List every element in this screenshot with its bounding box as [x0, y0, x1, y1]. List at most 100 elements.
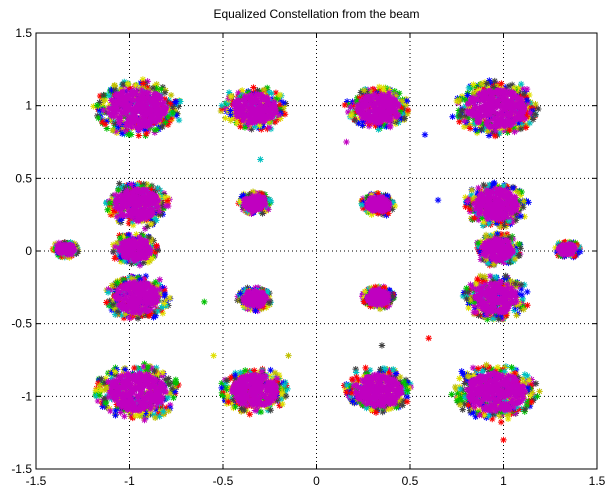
data-point [465, 304, 472, 312]
data-point [115, 186, 122, 194]
data-point [359, 401, 366, 409]
data-point [158, 304, 165, 311]
data-point [456, 383, 464, 391]
data-point [465, 84, 473, 92]
data-point [391, 202, 399, 210]
data-point [118, 90, 125, 98]
data-point [480, 219, 487, 226]
data-point [147, 220, 155, 228]
data-point [280, 99, 287, 106]
data-point [242, 403, 250, 411]
data-point [265, 206, 272, 213]
data-point [464, 288, 472, 295]
data-point [147, 411, 154, 418]
data-point [515, 84, 522, 92]
data-point [279, 107, 287, 115]
data-point [225, 398, 232, 406]
data-point [457, 385, 464, 393]
data-point [389, 206, 396, 213]
data-point [266, 105, 273, 113]
data-point [161, 89, 169, 96]
data-point [154, 184, 161, 192]
data-point [144, 223, 152, 230]
data-point [141, 311, 149, 319]
data-point [510, 124, 518, 132]
data-point [276, 101, 284, 108]
data-point [226, 115, 234, 122]
data-point [275, 116, 282, 123]
data-point [218, 380, 225, 387]
data-point [524, 288, 531, 296]
data-point [164, 113, 172, 121]
data-point [222, 115, 229, 122]
data-point [513, 243, 520, 250]
data-point [513, 248, 520, 255]
data-point [134, 315, 142, 322]
data-point [259, 123, 267, 130]
data-point [468, 191, 475, 199]
data-point [143, 117, 150, 125]
data-point [493, 220, 501, 227]
data-point [476, 407, 483, 414]
data-point [526, 119, 534, 127]
data-point [150, 314, 157, 321]
data-point [261, 191, 269, 198]
data-point [138, 231, 145, 238]
data-point [114, 308, 122, 315]
data-point [164, 394, 172, 401]
data-point [152, 208, 160, 215]
data-point [101, 395, 109, 402]
data-point [344, 108, 352, 116]
data-point [251, 123, 259, 130]
data-point [117, 409, 124, 416]
data-point [282, 392, 290, 400]
data-point [112, 311, 119, 318]
data-point [470, 81, 477, 88]
data-point [359, 204, 367, 212]
data-point [112, 124, 119, 131]
data-point [519, 85, 526, 92]
data-point [113, 244, 120, 251]
data-point [162, 87, 169, 94]
data-point [523, 399, 530, 406]
data-point [250, 84, 257, 91]
data-point [99, 403, 106, 410]
data-point [108, 282, 116, 289]
data-point [96, 382, 103, 389]
data-point [161, 105, 168, 112]
data-point [514, 189, 522, 197]
data-point [398, 115, 405, 122]
data-point [375, 126, 382, 133]
data-point [384, 192, 391, 200]
data-point [505, 82, 513, 90]
data-point [254, 87, 261, 94]
data-point [528, 104, 535, 112]
data-point [118, 101, 126, 109]
data-point [477, 248, 484, 255]
data-point [278, 390, 286, 398]
data-point [506, 127, 513, 134]
data-point [160, 408, 167, 415]
data-point [135, 132, 142, 139]
data-point [249, 188, 257, 195]
data-point [142, 98, 149, 106]
data-point [495, 316, 502, 323]
data-point [359, 118, 366, 125]
data-point [498, 80, 505, 87]
data-point [489, 410, 496, 418]
data-point [262, 207, 270, 215]
data-point [466, 291, 473, 298]
data-point [108, 196, 116, 203]
data-point [125, 85, 132, 93]
data-point [244, 305, 251, 313]
data-point [519, 303, 526, 311]
data-point [233, 120, 241, 127]
data-point [484, 128, 491, 135]
data-point [529, 396, 536, 403]
data-point [398, 104, 405, 112]
data-point [519, 295, 527, 303]
data-point [221, 397, 229, 404]
data-point [111, 104, 118, 111]
data-point [98, 375, 105, 383]
data-point [133, 258, 141, 265]
